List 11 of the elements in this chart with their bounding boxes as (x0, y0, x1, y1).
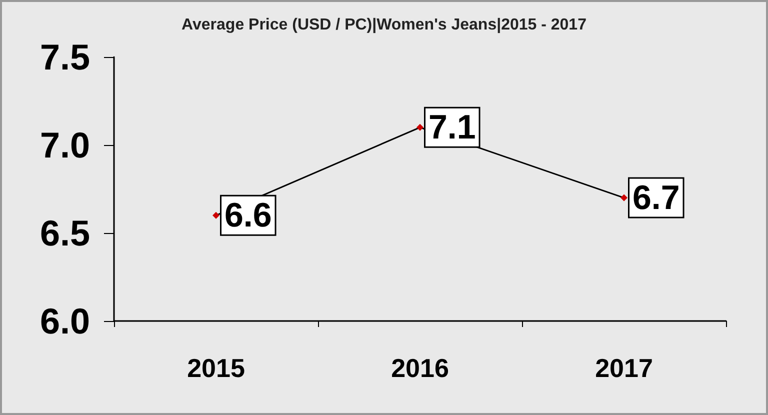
x-tick-label: 2015 (187, 353, 245, 383)
x-tick-label: 2016 (391, 353, 449, 383)
data-label: 7.1 (428, 108, 476, 146)
y-tick-label: 7.0 (40, 124, 90, 166)
data-label: 6.7 (632, 178, 680, 217)
y-tick-label: 6.0 (40, 300, 90, 342)
y-tick-label: 7.5 (40, 36, 90, 78)
x-tick-label: 2017 (595, 353, 653, 383)
data-label: 6.6 (224, 196, 272, 234)
chart-title: Average Price (USD / PC)|Women's Jeans|2015 - 2017 (182, 16, 587, 34)
y-tick-label: 6.5 (40, 212, 90, 254)
